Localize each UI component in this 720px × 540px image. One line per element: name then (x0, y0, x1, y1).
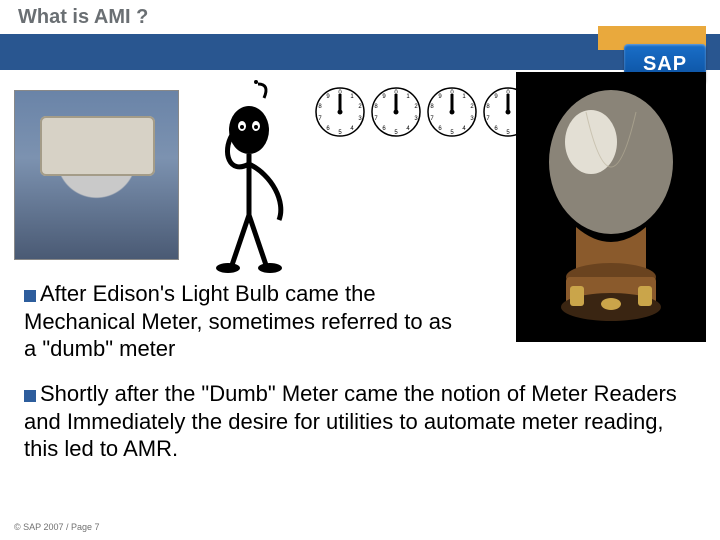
meter-dial-icon: 012 345 678 9 (314, 86, 366, 138)
lightbulb-photo (516, 72, 706, 342)
title-accent-bar (0, 34, 720, 70)
para1-text: After Edison's Light Bulb came the Mecha… (24, 281, 452, 361)
image-row: 012 345 678 9 012 345 678 9 012 345 (14, 80, 706, 270)
bullet-icon (24, 390, 36, 402)
bullet-paragraph-2: Shortly after the "Dumb" Meter came the … (24, 380, 684, 463)
mechanical-meter-photo (14, 90, 179, 260)
slide-footer: © SAP 2007 / Page 7 (14, 522, 100, 532)
meter-dial-icon: 012 345 678 9 (370, 86, 422, 138)
meter-dials-row: 012 345 678 9 012 345 678 9 012 345 (314, 86, 534, 141)
para2-text: Shortly after the "Dumb" Meter came the … (24, 381, 677, 461)
bullet-paragraph-1: After Edison's Light Bulb came the Mecha… (24, 280, 464, 363)
confused-person-icon (194, 80, 304, 275)
meter-dial-icon: 012 345 678 9 (426, 86, 478, 138)
bullet-icon (24, 290, 36, 302)
